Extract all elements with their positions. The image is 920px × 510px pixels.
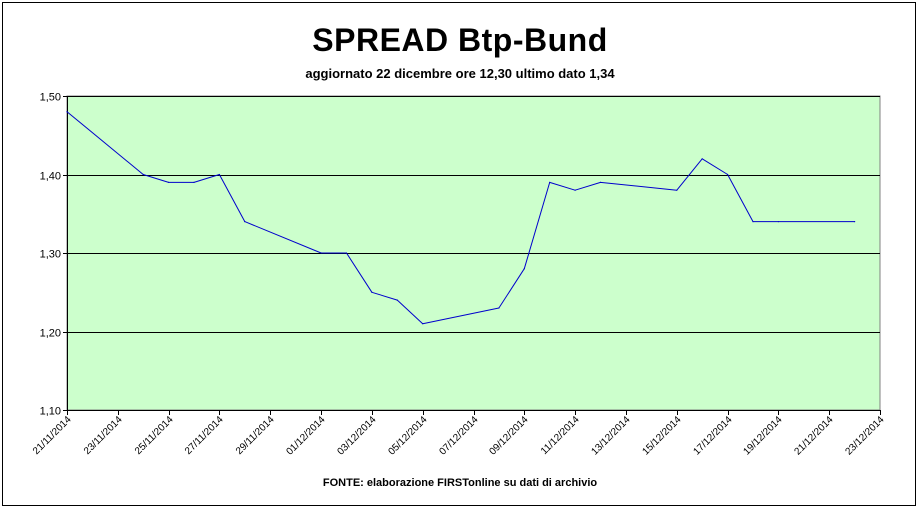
x-tick-label: 29/11/2014 [234, 414, 277, 457]
x-tick-label: 01/12/2014 [284, 414, 327, 457]
gridlines [67, 96, 880, 333]
x-tick-label: 07/12/2014 [437, 414, 480, 457]
y-tick-label: 1,30 [40, 249, 61, 261]
x-tick-label: 21/11/2014 [31, 414, 74, 457]
data-point [371, 291, 373, 293]
x-tick-label: 21/12/2014 [792, 414, 835, 457]
data-point [244, 221, 246, 223]
x-tick-label: 03/12/2014 [335, 414, 378, 457]
data-point [676, 189, 678, 191]
data-point [422, 323, 424, 325]
y-tick-label: 1,20 [40, 328, 61, 340]
y-tick-label: 1,40 [40, 171, 61, 183]
data-point [549, 181, 551, 183]
y-tick-label: 1,10 [40, 406, 61, 418]
data-point [599, 181, 602, 183]
x-tick-label: 27/11/2014 [183, 414, 226, 457]
chart-title: SPREAD Btp-Bund [312, 22, 608, 58]
data-point [193, 181, 195, 183]
x-tick-label: 25/11/2014 [133, 414, 176, 457]
spread-series-line [66, 111, 855, 325]
x-tick-label: 09/12/2014 [487, 414, 530, 457]
data-point [854, 221, 856, 223]
data-point [142, 173, 144, 176]
data-point [345, 252, 348, 254]
data-point [777, 221, 780, 223]
x-tick-label: 15/12/2014 [640, 414, 683, 457]
data-point [218, 173, 220, 176]
chart-subtitle: aggiornato 22 dicembre ore 12,30 ultimo … [305, 66, 615, 81]
x-axis-ticks: 21/11/2014 23/11/2014 25/11/2014 27/11/2014… [31, 410, 887, 458]
data-point [727, 173, 729, 176]
data-point [498, 307, 500, 309]
data-point [574, 189, 576, 191]
x-tick-label: 23/11/2014 [82, 414, 125, 457]
y-axis-ticks: 1,10 1,20 1,30 1,40 1,50 [40, 92, 67, 418]
axes [67, 96, 880, 411]
data-point [320, 252, 322, 254]
x-tick-label: 05/12/2014 [386, 414, 429, 457]
x-tick-label: 13/12/2014 [589, 414, 632, 457]
series-group [66, 111, 856, 325]
data-point [523, 268, 525, 270]
data-point [701, 158, 703, 160]
x-tick-label: 17/12/2014 [691, 414, 734, 457]
data-point [66, 111, 68, 113]
chart-source-note: FONTE: elaborazione FIRSTonline su dati … [322, 477, 598, 489]
y-tick-label: 1,50 [40, 92, 61, 104]
data-point [752, 221, 754, 223]
x-tick-label: 23/12/2014 [843, 414, 886, 457]
data-point [396, 299, 398, 301]
x-tick-label: 19/12/2014 [741, 414, 784, 457]
x-tick-label: 11/12/2014 [539, 414, 582, 457]
data-point [168, 181, 170, 183]
